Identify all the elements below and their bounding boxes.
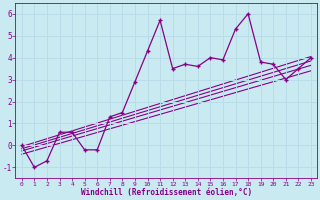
- X-axis label: Windchill (Refroidissement éolien,°C): Windchill (Refroidissement éolien,°C): [81, 188, 252, 197]
